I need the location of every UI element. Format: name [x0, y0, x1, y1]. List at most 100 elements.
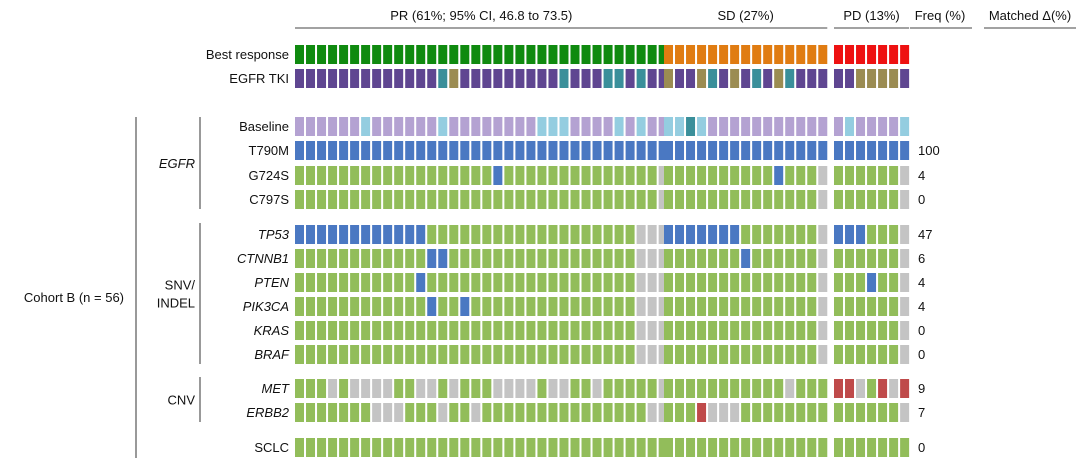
cell-best-response-pr-9-undefined [383, 45, 393, 64]
cell-best-response-pr-16-undefined [460, 45, 470, 64]
cell-tp53-pr-22-wild-type [526, 225, 536, 244]
cell-g724s-sd-12-wild-type [785, 166, 795, 185]
cell-tp53-pr-11-mutated [405, 225, 415, 244]
cell-egfr-tki-pr-1-purple [295, 69, 304, 88]
cell-sclc-pd-2-wild-type [845, 438, 855, 457]
cell-braf-sd-8-wild-type [741, 345, 751, 364]
cell-kras-pd-1-wild-type [834, 321, 843, 340]
cell-met-pr-6-not-evaluable [350, 379, 360, 398]
cell-met-sd-7-wild-type [730, 379, 740, 398]
cell-sclc-pr-23-wild-type [537, 438, 547, 457]
cell-pten-sd-2-wild-type [675, 273, 685, 292]
row-label-erbb2: ERBB2 [246, 405, 289, 420]
cell-kras-pd-6-wild-type [889, 321, 899, 340]
cell-best-response-pr-28-undefined [592, 45, 602, 64]
cell-pten-sd-7-wild-type [730, 273, 740, 292]
cell-g724s-pd-1-wild-type [834, 166, 843, 185]
cell-pik3ca-pd-3-wild-type [856, 297, 866, 316]
cell-c797s-pd-3-wild-type [856, 190, 866, 209]
cell-t790m-sd-6-mutated [719, 141, 729, 160]
cell-kras-sd-10-wild-type [763, 321, 773, 340]
cell-g724s-pd-6-wild-type [889, 166, 899, 185]
cell-ctnnb1-pd-6-wild-type [889, 249, 899, 268]
cell-pten-pr-14-wild-type [438, 273, 448, 292]
cell-pten-pr-18-wild-type [482, 273, 492, 292]
freq-erbb2: 7 [918, 405, 925, 420]
cell-best-response-pd-3-undefined [856, 45, 866, 64]
cell-g724s-pr-24-wild-type [548, 166, 558, 185]
cell-erbb2-sd-5-not-evaluable [708, 403, 718, 422]
cell-t790m-sd-9-mutated [752, 141, 762, 160]
cell-t790m-pr-28-mutated [592, 141, 602, 160]
cell-met-pr-7-not-evaluable [361, 379, 371, 398]
cell-c797s-pr-28-wild-type [592, 190, 602, 209]
cell-egfr-tki-sd-1-olive [664, 69, 673, 88]
cell-pik3ca-pr-14-wild-type [438, 297, 448, 316]
cell-pik3ca-pd-2-wild-type [845, 297, 855, 316]
cell-baseline-pd-2-light-blue [845, 117, 855, 136]
cell-g724s-pr-27-wild-type [581, 166, 591, 185]
cell-ctnnb1-pr-28-wild-type [592, 249, 602, 268]
cell-baseline-pr-15-lavender [449, 117, 459, 136]
cell-kras-pr-27-wild-type [581, 321, 591, 340]
cell-erbb2-pr-20-wild-type [504, 403, 514, 422]
cell-kras-sd-11-wild-type [774, 321, 784, 340]
cell-pten-sd-5-wild-type [708, 273, 718, 292]
cell-t790m-pr-31-mutated [625, 141, 635, 160]
cell-tp53-pr-12-mutated [416, 225, 426, 244]
cell-met-pr-10-wild-type [394, 379, 404, 398]
cell-best-response-pr-34-undefined [658, 45, 668, 64]
cell-sclc-sd-7-wild-type [730, 438, 740, 457]
cell-c797s-pd-1-wild-type [834, 190, 843, 209]
cell-best-response-sd-3-undefined [686, 45, 696, 64]
cell-t790m-pr-12-mutated [416, 141, 426, 160]
cell-erbb2-pr-15-wild-type [449, 403, 459, 422]
cell-sclc-sd-11-wild-type [774, 438, 784, 457]
cell-pik3ca-pr-9-wild-type [383, 297, 393, 316]
cell-pten-sd-14-wild-type [807, 273, 817, 292]
cell-t790m-pd-3-mutated [856, 141, 866, 160]
cell-c797s-sd-11-wild-type [774, 190, 784, 209]
cell-baseline-pr-11-lavender [405, 117, 415, 136]
cell-pik3ca-sd-2-wild-type [675, 297, 685, 316]
cell-kras-pr-3-wild-type [317, 321, 327, 340]
cell-sclc-pd-1-wild-type [834, 438, 843, 457]
cell-kras-pd-2-wild-type [845, 321, 855, 340]
cell-best-response-sd-4-undefined [697, 45, 707, 64]
cell-g724s-pd-4-wild-type [867, 166, 877, 185]
cell-egfr-tki-pr-11-purple [405, 69, 415, 88]
cell-pik3ca-sd-5-wild-type [708, 297, 718, 316]
cell-erbb2-pr-4-wild-type [328, 403, 338, 422]
cell-ctnnb1-pr-20-wild-type [504, 249, 514, 268]
cell-g724s-pd-7-not-evaluable [900, 166, 910, 185]
cell-best-response-pd-1-undefined [834, 45, 843, 64]
cell-pten-pr-8-wild-type [372, 273, 382, 292]
cell-tp53-pr-13-wild-type [427, 225, 437, 244]
cell-tp53-pr-15-wild-type [449, 225, 459, 244]
cell-kras-sd-7-wild-type [730, 321, 740, 340]
cell-g724s-pr-21-wild-type [515, 166, 525, 185]
cell-c797s-sd-12-wild-type [785, 190, 795, 209]
cell-egfr-tki-pr-27-purple [581, 69, 591, 88]
cell-erbb2-pd-2-wild-type [845, 403, 855, 422]
cell-braf-pr-3-wild-type [317, 345, 327, 364]
cell-met-sd-15-wild-type [818, 379, 828, 398]
cell-c797s-pr-1-wild-type [295, 190, 304, 209]
cell-pik3ca-pr-7-wild-type [361, 297, 371, 316]
cell-ctnnb1-pr-31-wild-type [625, 249, 635, 268]
cell-tp53-sd-5-mutated [708, 225, 718, 244]
cell-t790m-pr-13-mutated [427, 141, 437, 160]
cell-tp53-pr-3-mutated [317, 225, 327, 244]
cell-c797s-pr-7-wild-type [361, 190, 371, 209]
cell-sclc-pr-28-wild-type [592, 438, 602, 457]
cell-g724s-sd-6-wild-type [719, 166, 729, 185]
cell-erbb2-sd-2-wild-type [675, 403, 685, 422]
cell-kras-sd-14-wild-type [807, 321, 817, 340]
cell-pten-pr-7-wild-type [361, 273, 371, 292]
cell-erbb2-pr-23-wild-type [537, 403, 547, 422]
cell-baseline-pr-1-lavender [295, 117, 304, 136]
cell-braf-pr-7-wild-type [361, 345, 371, 364]
cell-g724s-pr-17-wild-type [471, 166, 481, 185]
cell-g724s-pr-18-wild-type [482, 166, 492, 185]
cell-erbb2-pd-1-wild-type [834, 403, 843, 422]
